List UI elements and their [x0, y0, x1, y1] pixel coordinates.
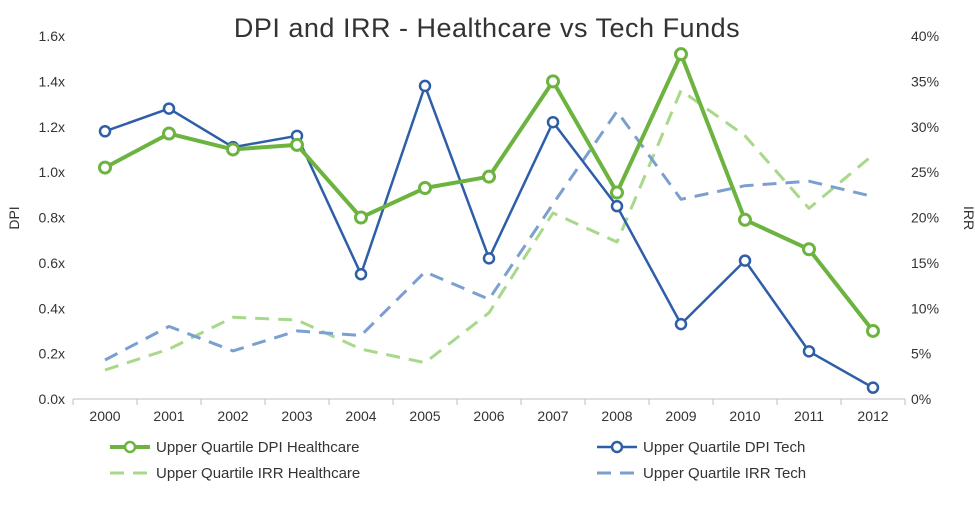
y2-tick-label: 25%	[911, 164, 939, 180]
x-tick-label: 2010	[729, 408, 760, 424]
y-tick-label: 1.2x	[39, 119, 65, 135]
series-line	[104, 88, 874, 372]
y-tick-label: 0.6x	[39, 255, 65, 271]
data-point	[98, 160, 112, 175]
y2-tick-label: 40%	[911, 28, 939, 44]
y2-tick-label: 5%	[911, 346, 931, 362]
legend-label: Upper Quartile DPI Healthcare	[156, 439, 359, 456]
y-axis-title: DPI	[6, 206, 22, 229]
x-tick-label: 2001	[153, 408, 184, 424]
series-3	[104, 88, 874, 372]
data-point	[866, 381, 880, 394]
series-line	[104, 52, 875, 333]
legend-item: Upper Quartile DPI Healthcare	[110, 439, 359, 456]
legend-item: Upper Quartile IRR Healthcare	[110, 465, 360, 482]
data-point	[482, 252, 496, 265]
data-point	[546, 74, 560, 89]
y2-tick-label: 10%	[911, 300, 939, 316]
data-point	[418, 79, 432, 93]
series-1	[98, 47, 880, 338]
data-point	[738, 254, 752, 267]
x-tick-label: 2011	[794, 408, 824, 424]
data-point	[162, 102, 176, 115]
legend-label: Upper Quartile IRR Tech	[643, 465, 806, 482]
data-point	[674, 317, 688, 331]
x-tick-label: 2006	[473, 408, 504, 424]
y2-tick-label: 20%	[911, 210, 939, 226]
data-point	[418, 181, 432, 196]
plot-area	[98, 47, 880, 394]
x-tick-label: 2004	[345, 408, 376, 424]
data-point	[546, 115, 560, 129]
chart-title: DPI and IRR - Healthcare vs Tech Funds	[234, 13, 740, 43]
y-tick-label: 0.2x	[39, 346, 65, 362]
data-point	[738, 212, 752, 227]
data-point	[866, 323, 880, 338]
data-point	[354, 267, 368, 281]
y2-tick-label: 30%	[911, 119, 939, 135]
data-point	[162, 126, 176, 141]
data-point	[98, 125, 112, 138]
y-tick-label: 0.0x	[39, 391, 65, 407]
x-tick-label: 2009	[665, 408, 696, 424]
legend-label: Upper Quartile DPI Tech	[643, 439, 805, 456]
y2-tick-label: 0%	[911, 391, 931, 407]
series-line	[104, 109, 874, 362]
data-point	[354, 210, 368, 225]
x-tick-label: 2000	[89, 408, 120, 424]
y-tick-label: 1.6x	[39, 28, 65, 44]
x-tick-label: 2002	[217, 408, 248, 424]
x-tick-label: 2012	[857, 408, 888, 424]
legend-item: Upper Quartile IRR Tech	[597, 465, 806, 482]
x-tick-label: 2005	[409, 408, 440, 424]
y2-tick-label: 15%	[911, 255, 939, 271]
data-point	[226, 142, 240, 157]
y-tick-label: 1.0x	[39, 164, 65, 180]
axes: 2000 2001 2002 2003 2004 2005 2006 2007 2008 2009…	[39, 28, 940, 424]
data-point	[802, 345, 816, 358]
y-tick-label: 0.4x	[39, 300, 65, 316]
x-tick-label: 2003	[281, 408, 312, 424]
legend-marker	[610, 440, 624, 454]
series-4	[104, 109, 874, 362]
legend-label: Upper Quartile IRR Healthcare	[156, 465, 360, 482]
data-point	[482, 169, 496, 184]
x-tick-label: 2007	[537, 408, 568, 424]
data-point	[674, 47, 688, 62]
data-point	[802, 242, 816, 257]
y-tick-label: 1.4x	[39, 73, 65, 89]
data-point	[610, 199, 624, 213]
legend: Upper Quartile DPI Healthcare Upper Quart…	[110, 439, 806, 482]
series-line	[104, 84, 874, 389]
y2-axis-title: IRR	[961, 206, 975, 230]
legend-item: Upper Quartile DPI Tech	[597, 439, 805, 456]
legend-marker	[123, 440, 137, 454]
data-point	[290, 137, 304, 152]
y2-tick-label: 35%	[911, 73, 939, 89]
y-tick-label: 0.8x	[39, 210, 65, 226]
x-tick-label: 2008	[601, 408, 632, 424]
data-point	[610, 185, 624, 200]
